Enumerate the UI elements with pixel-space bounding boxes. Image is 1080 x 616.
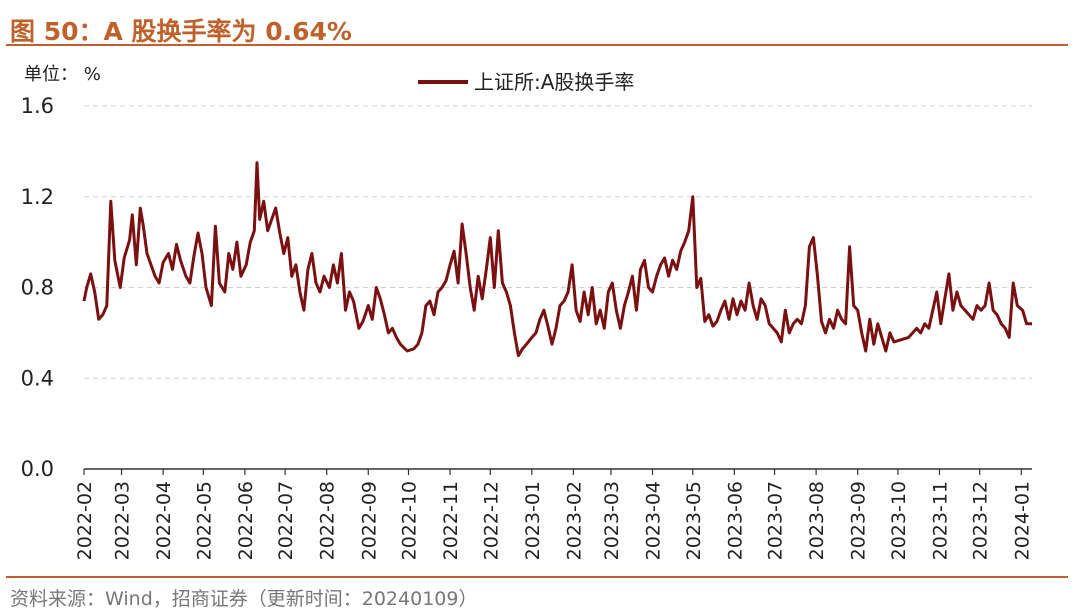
- x-tick-label: 2023-04: [643, 481, 665, 560]
- y-tick-label: 0.8: [21, 276, 54, 300]
- x-tick-label: 2022-08: [317, 481, 339, 560]
- x-tick-label: 2022-10: [398, 481, 420, 560]
- x-tick-label: 2022-02: [74, 481, 96, 560]
- x-tick-label: 2022-09: [358, 481, 380, 560]
- x-tick-label: 2023-05: [683, 481, 705, 560]
- x-tick-label: 2023-01: [522, 481, 544, 560]
- x-tick-label: 2023-06: [724, 481, 746, 560]
- source-note: 资料来源：Wind，招商证券（更新时间：20240109）: [10, 588, 478, 610]
- x-tick-label: 2022-04: [153, 481, 175, 560]
- y-tick-label: 0.4: [21, 366, 54, 390]
- x-tick-label: 2023-08: [806, 481, 828, 560]
- x-tick-label: 2023-02: [563, 481, 585, 560]
- unit-label: 单位： %: [24, 64, 101, 85]
- source-bar: 资料来源：Wind，招商证券（更新时间：20240109）: [6, 576, 1068, 614]
- line-chart: 0.0 0.4 0.8 1.2 1.6 2022-02 2022-03 2022-04 2022…: [21, 70, 1034, 560]
- x-tick-label: 2023-03: [601, 481, 623, 560]
- x-tick-label: 2023-07: [765, 481, 787, 560]
- series-line: [82, 161, 1032, 358]
- y-tick-label: 1.6: [21, 94, 54, 118]
- axis-layer: 0.0 0.4 0.8 1.2 1.6 2022-02 2022-03 2022-04 2022…: [21, 94, 1034, 560]
- x-tick-label: 2023-12: [970, 481, 992, 560]
- legend: 上证所:A股换手率: [418, 70, 634, 94]
- legend-label: 上证所:A股换手率: [474, 70, 634, 94]
- chart-title: 图 50：A 股换手率为 0.64%: [10, 17, 352, 46]
- x-tick-label: 2022-06: [235, 481, 257, 560]
- title-bar: 图 50：A 股换手率为 0.64%: [6, 6, 1068, 46]
- x-tick-label: 2022-05: [193, 481, 215, 560]
- x-tick-label: 2024-01: [1011, 481, 1033, 560]
- x-tick-label: 2022-03: [112, 481, 134, 560]
- x-tick-label: 2022-12: [480, 481, 502, 560]
- x-tick-label: 2022-07: [275, 481, 297, 560]
- x-tick-label: 2022-11: [440, 481, 462, 560]
- y-tick-label: 0.0: [21, 457, 54, 481]
- series-layer: [82, 161, 1032, 358]
- y-tick-label: 1.2: [21, 185, 54, 209]
- x-tick-label: 2023-09: [848, 481, 870, 560]
- x-tick-label: 2023-10: [888, 481, 910, 560]
- x-tick-label: 2023-11: [929, 481, 951, 560]
